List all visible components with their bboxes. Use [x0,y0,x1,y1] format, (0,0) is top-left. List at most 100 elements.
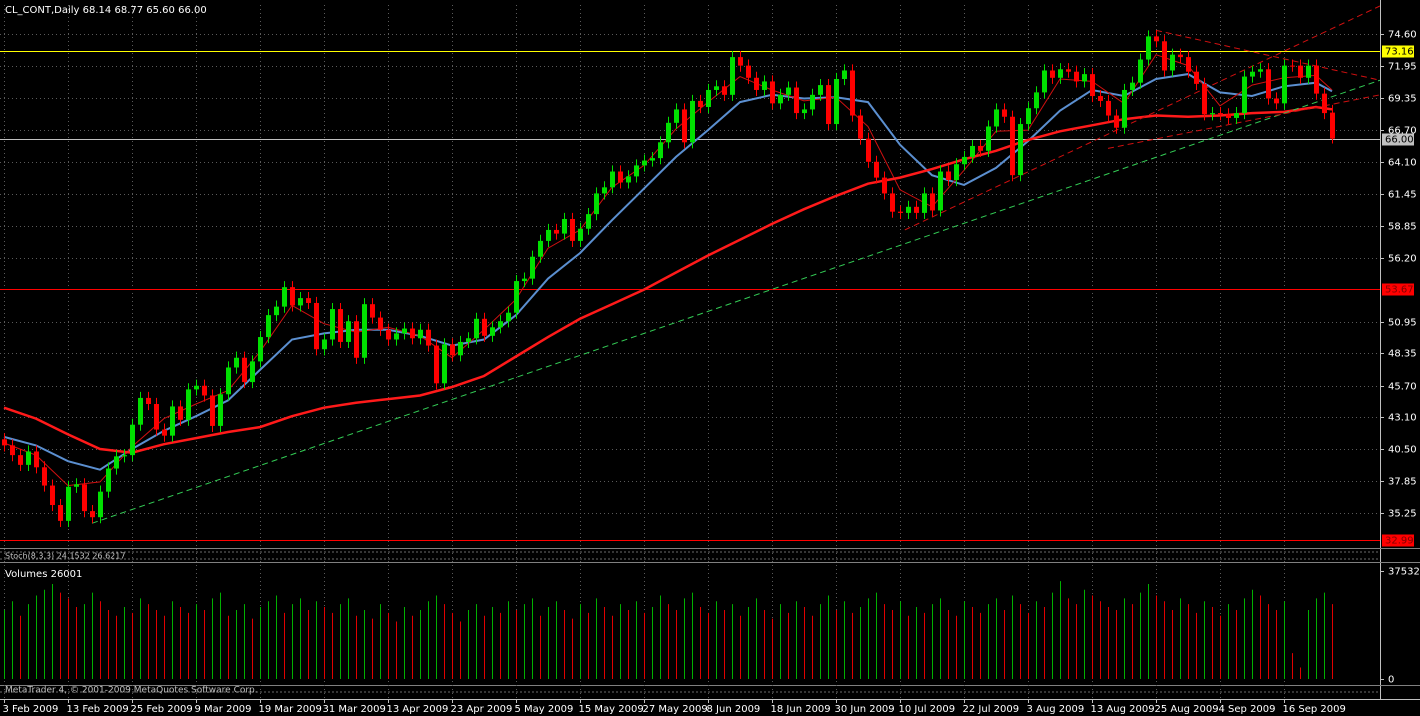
x-tick-label: 5 May 2009 [515,704,574,715]
candle-body [842,70,847,80]
candle-body [690,100,695,143]
candle-body [1130,82,1135,90]
candle-body [546,229,551,241]
candle-body [610,171,615,188]
candle-body [602,187,607,194]
x-tick-label: 13 Apr 2009 [387,704,449,715]
candle-body [386,329,391,340]
x-tick-label: 10 Jul 2009 [899,704,956,715]
y-tick-label: 56.20 [1388,254,1417,265]
candle-body [34,451,39,468]
y-tick-label: 58.85 [1388,222,1417,233]
candle-body [274,306,279,316]
candle-body [1322,93,1327,114]
candle-body [762,81,767,90]
candle-body [658,142,663,159]
x-tick-label: 31 Mar 2009 [323,704,386,715]
candle-body [1314,65,1319,94]
candle-body [1274,98,1279,104]
candle-body [1298,65,1303,78]
candle-body [26,451,31,465]
candle-body [466,338,471,342]
candle-body [898,211,903,213]
stochastic-label: Stoch(8,3,3) 24.1532 26.6217 [5,552,125,561]
candle-body [250,361,255,383]
candle-body [970,145,975,157]
x-tick-label: 13 Feb 2009 [67,704,129,715]
copyright: MetaTrader 4, © 2001-2009 MetaQuotes Sof… [5,686,258,696]
y-tick-label: 37.85 [1388,477,1417,488]
candle-body [1234,113,1239,118]
candle-body [1106,100,1111,116]
candle-body [1146,36,1151,60]
candle-body [1154,36,1159,42]
candle-body [442,344,447,384]
candle-body [1282,65,1287,104]
x-tick-label: 18 Jun 2009 [771,704,831,715]
candle-body [834,79,839,125]
candle-body [106,468,111,492]
candle-body [258,337,263,362]
y-tick-label: 69.35 [1388,94,1417,105]
candle-body [730,57,735,95]
candle-body [874,161,879,178]
candle-body [66,486,71,521]
candle-body [914,206,919,213]
candle-body [946,171,951,181]
candle-body [234,357,239,368]
candle-body [42,467,47,486]
candle-body [98,491,103,518]
candle-body [322,339,327,350]
candle-body [890,193,895,212]
candle-body [122,455,127,457]
candle-body [714,86,719,90]
x-tick-label: 15 May 2009 [579,704,644,715]
candle-body [698,100,703,108]
candle-body [1290,65,1295,67]
level-label: 66.00 [1385,135,1414,146]
y-tick-label: 50.95 [1388,318,1417,329]
candle-body [74,484,79,487]
level-label-box [1382,45,1414,58]
candle-body [1010,116,1015,176]
candle-body [786,87,791,95]
candle-body [1050,70,1055,78]
y-tick-label: 45.70 [1388,382,1417,393]
candle-body [850,70,855,116]
candle-body [794,87,799,114]
candle-body [1194,71,1199,84]
level-label: 53.67 [1385,285,1414,296]
candle-body [298,298,303,306]
level-label: 32.99 [1385,536,1414,547]
candle-body [490,327,495,336]
candle-body [1250,71,1255,77]
candle-body [1242,76,1247,114]
candle-body [1186,57,1191,72]
candle-body [634,165,639,177]
candle-body [18,455,23,465]
candle-body [2,439,7,446]
candle-body [962,156,967,165]
candle-body [82,484,87,512]
candle-body [802,109,807,114]
candle-body [578,228,583,241]
trendline [1107,94,1380,149]
y-tick-label: 48.35 [1388,349,1417,360]
level-label-box [1382,534,1414,547]
candle-body [418,329,423,339]
candle-body [426,329,431,346]
trendline [91,79,1380,524]
candle-body [1258,69,1263,72]
candle-body [282,287,287,307]
y-tick-label: 35.25 [1388,509,1417,520]
x-tick-label: 19 Mar 2009 [259,704,322,715]
price-plot [0,5,1380,541]
candle-body [810,94,815,110]
candle-body [570,218,575,241]
x-tick-label: 4 Sep 2009 [1219,704,1276,715]
candle-body [930,193,935,211]
candle-body [1210,113,1215,115]
candle-body [754,77,759,90]
candle-body [170,406,175,436]
candle-body [186,389,191,420]
